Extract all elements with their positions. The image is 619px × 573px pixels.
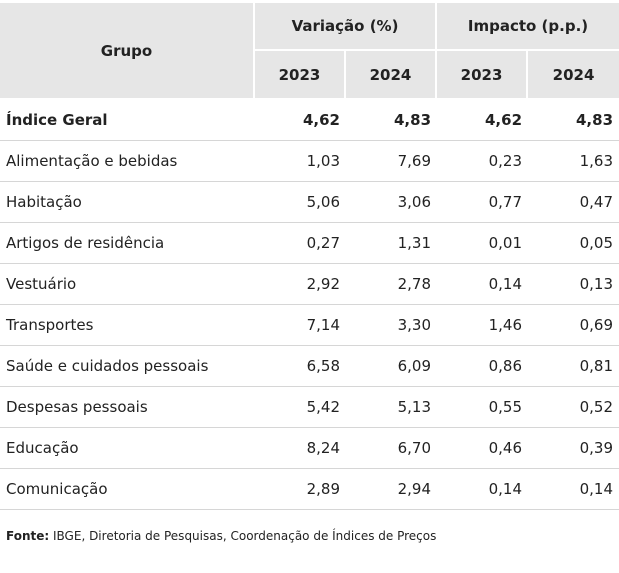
row-value: 8,24 [255,428,346,469]
row-group-name: Artigos de residência [0,223,255,264]
table-header: Grupo Variação (%) Impacto (p.p.) 2023 2… [0,3,619,100]
row-group-name: Habitação [0,182,255,223]
source-label: Fonte: [6,529,50,543]
row-value: 7,69 [346,141,438,182]
header-year: 2024 [346,51,438,100]
row-value: 0,69 [528,305,619,346]
header-impacto: Impacto (p.p.) [437,3,619,51]
header-year: 2023 [255,51,346,100]
row-value: 6,58 [255,346,346,387]
row-value: 0,23 [437,141,529,182]
row-value: 4,62 [437,100,529,141]
row-value: 0,13 [528,264,619,305]
row-group-name: Despesas pessoais [0,387,255,428]
row-value: 1,31 [346,223,438,264]
row-group-name: Educação [0,428,255,469]
table-row: Índice Geral 4,62 4,83 4,62 4,83 [0,100,619,141]
table-row: Vestuário 2,92 2,78 0,14 0,13 [0,264,619,305]
row-value: 4,83 [346,100,438,141]
row-value: 4,83 [528,100,619,141]
table-row: Alimentação e bebidas 1,03 7,69 0,23 1,63 [0,141,619,182]
table-row: Comunicação 2,89 2,94 0,14 0,14 [0,469,619,510]
row-value: 0,55 [437,387,529,428]
row-value: 0,81 [528,346,619,387]
row-value: 3,30 [346,305,438,346]
table-row: Transportes 7,14 3,30 1,46 0,69 [0,305,619,346]
table-row: Artigos de residência 0,27 1,31 0,01 0,05 [0,223,619,264]
row-value: 0,52 [528,387,619,428]
row-value: 2,89 [255,469,346,510]
row-value: 1,63 [528,141,619,182]
row-value: 2,94 [346,469,438,510]
table-body: Índice Geral 4,62 4,83 4,62 4,83 Alimentação … [0,100,619,510]
row-value: 0,39 [528,428,619,469]
row-value: 1,03 [255,141,346,182]
row-value: 0,14 [528,469,619,510]
row-value: 1,46 [437,305,529,346]
row-group-name: Vestuário [0,264,255,305]
source-text: IBGE, Diretoria de Pesquisas, Coordenaçã… [53,529,437,543]
table-row: Educação 8,24 6,70 0,46 0,39 [0,428,619,469]
row-group-name: Saúde e cuidados pessoais [0,346,255,387]
row-group-name: Índice Geral [0,100,255,141]
header-variacao: Variação (%) [255,3,438,51]
header-year: 2023 [437,51,529,100]
row-group-name: Transportes [0,305,255,346]
header-year: 2024 [528,51,619,100]
row-value: 2,78 [346,264,438,305]
table-row: Habitação 5,06 3,06 0,77 0,47 [0,182,619,223]
row-value: 5,42 [255,387,346,428]
row-value: 6,70 [346,428,438,469]
row-value: 6,09 [346,346,438,387]
row-value: 2,92 [255,264,346,305]
row-value: 0,27 [255,223,346,264]
data-table: Grupo Variação (%) Impacto (p.p.) 2023 2… [0,3,619,510]
row-group-name: Alimentação e bebidas [0,141,255,182]
row-value: 0,46 [437,428,529,469]
row-value: 0,01 [437,223,529,264]
row-value: 5,13 [346,387,438,428]
table-row: Despesas pessoais 5,42 5,13 0,55 0,52 [0,387,619,428]
row-value: 3,06 [346,182,438,223]
row-value: 0,05 [528,223,619,264]
table-row: Saúde e cuidados pessoais 6,58 6,09 0,86 0,8… [0,346,619,387]
row-value: 0,86 [437,346,529,387]
row-value: 4,62 [255,100,346,141]
row-value: 7,14 [255,305,346,346]
source-note: Fonte: IBGE, Diretoria de Pesquisas, Coo… [6,529,436,543]
header-grupo: Grupo [0,3,255,100]
row-value: 0,47 [528,182,619,223]
row-group-name: Comunicação [0,469,255,510]
row-value: 0,14 [437,469,529,510]
row-value: 0,77 [437,182,529,223]
row-value: 0,14 [437,264,529,305]
row-value: 5,06 [255,182,346,223]
